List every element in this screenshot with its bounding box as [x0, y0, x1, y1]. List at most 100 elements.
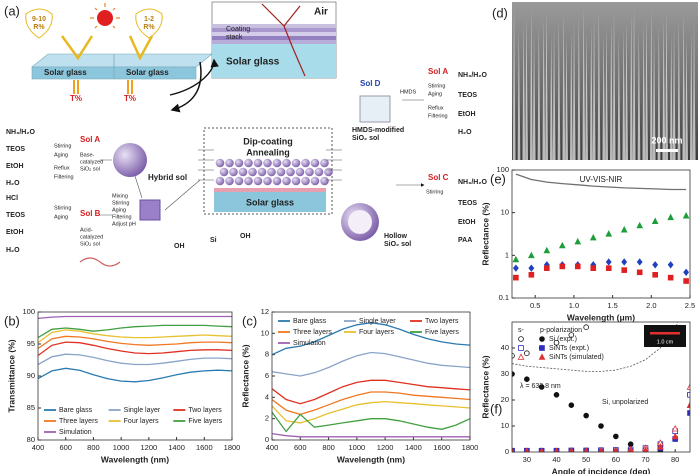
coating-inset [169, 1, 337, 113]
nanotube [677, 21, 681, 160]
y-tick-label: 4 [265, 392, 269, 401]
nanotube [645, 17, 648, 160]
data-point [528, 264, 535, 272]
nanoparticle [215, 158, 225, 168]
x-tick-label: 1000 [113, 443, 130, 452]
legend-label: Four layers [124, 418, 160, 425]
data-point [527, 251, 535, 259]
nanoparticle [314, 167, 324, 177]
reflectance-label: R% [33, 24, 45, 31]
data-point [636, 221, 644, 229]
nanotube [597, 11, 601, 160]
data-line [272, 322, 470, 356]
data-point [554, 447, 559, 452]
x-tick-label: 1600 [196, 443, 213, 452]
nanotube [585, 32, 588, 160]
nanotube [522, 24, 526, 160]
y-tick-label: 10 [501, 421, 509, 430]
data-point [651, 217, 659, 225]
nanotube [662, 19, 666, 160]
data-line [272, 411, 470, 433]
sem-image [512, 2, 698, 160]
diagram-text: TEOS [458, 92, 477, 99]
data-point [652, 271, 658, 278]
diagram-text: EtOH [458, 111, 476, 118]
inset-label: Solar glass [226, 57, 280, 68]
diagram-text: H₂O [6, 247, 20, 254]
diagram-text: Aging [112, 207, 126, 213]
data-point [553, 391, 560, 398]
nanotube [665, 12, 668, 160]
nanotube [590, 25, 593, 160]
diagram-text: TEOS [6, 212, 25, 219]
nanoparticle [215, 176, 225, 186]
diagram-text: Aging [54, 152, 68, 158]
inset-label: Coating [226, 26, 250, 33]
nanotube [685, 37, 688, 160]
legend-label: Bare glass [293, 318, 327, 325]
nanotube [682, 14, 686, 160]
diagram-text: Hollow [384, 233, 407, 240]
nanoparticle [324, 167, 333, 177]
glass-label: Solar glass [44, 68, 87, 77]
diagram-text: NH₃/H₂O [458, 179, 487, 186]
x-tick-label: 1800 [462, 443, 479, 452]
nanoparticle [272, 176, 282, 186]
y-tick-label: 20 [501, 395, 509, 404]
x-tick-label: 800 [87, 443, 100, 452]
data-point [598, 423, 604, 429]
data-point [512, 264, 519, 272]
nanoparticle [301, 158, 310, 168]
x-tick-label: 50 [582, 455, 590, 464]
nanotube [545, 12, 548, 160]
diagram-text: SiO₂ sol [384, 241, 411, 248]
plot-area [512, 173, 690, 284]
transmittance-label: T% [124, 94, 136, 103]
diagram-text: EtOH [6, 163, 24, 170]
transmittance-label: T% [70, 94, 82, 103]
plot-area [38, 315, 232, 383]
nanotube [577, 16, 581, 160]
process-label: Dip-coating [243, 136, 293, 146]
data-point [686, 401, 690, 409]
data-point [656, 443, 664, 450]
diagram-text: Acid- [80, 227, 93, 233]
diagram-text: HCl [6, 195, 18, 202]
nanoparticle [291, 176, 301, 186]
reflectance-label: 9-10 [32, 16, 46, 23]
nanotube [622, 29, 626, 160]
data-point [524, 376, 530, 383]
sol-name: Sol B [80, 209, 101, 218]
panel-label: (e) [490, 171, 506, 186]
nanotube [612, 13, 616, 160]
diagram-text: TEOS [6, 146, 25, 153]
diagram-text: Stirring [426, 189, 443, 195]
data-line [272, 432, 470, 438]
nanoparticle [295, 167, 305, 177]
nanotube [642, 24, 646, 160]
data-point [568, 332, 575, 338]
data-point [538, 384, 545, 390]
data-point [559, 263, 566, 270]
nanotube [552, 28, 556, 160]
data-line [38, 341, 232, 357]
data-point [605, 265, 612, 271]
nanotube [625, 22, 628, 160]
reference-line [512, 322, 679, 372]
diagram-text: catalyzed [80, 234, 103, 240]
y-tick-label: 10 [501, 208, 509, 217]
data-point [621, 267, 628, 273]
x-tick-label: 1400 [405, 443, 422, 452]
nanotube [650, 10, 653, 160]
x-tick-label: 600 [59, 443, 72, 452]
data-point [642, 446, 649, 452]
data-point [636, 269, 643, 276]
panel-label: (b) [4, 313, 20, 328]
data-point [667, 274, 674, 281]
x-axis-label: Wavelength (μm) [567, 312, 635, 322]
diagram-text: EtOH [458, 219, 476, 226]
diagram-text: SiO₂ sol [80, 166, 100, 172]
data-point [667, 213, 675, 221]
sol-name: Sol A [80, 135, 100, 144]
annotation: λ = 632.8 nm [520, 383, 561, 390]
